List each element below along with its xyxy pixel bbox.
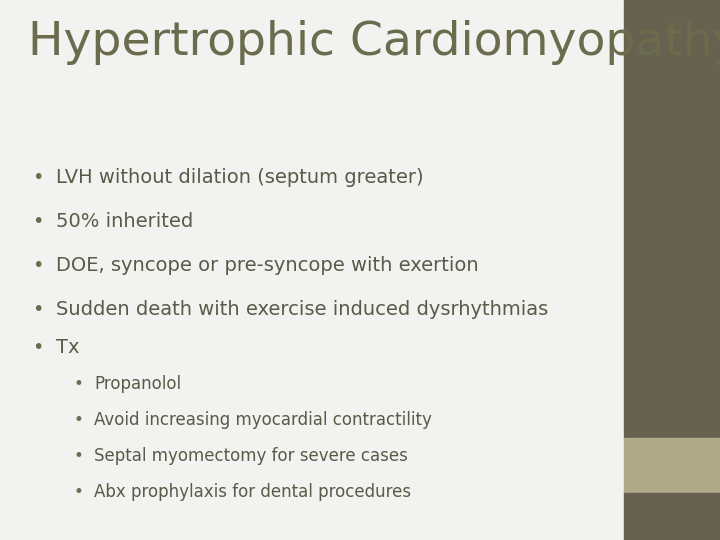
Text: Tx: Tx (56, 338, 79, 357)
Text: •: • (32, 300, 43, 319)
Text: Avoid increasing myocardial contractility: Avoid increasing myocardial contractilit… (94, 411, 432, 429)
Text: •: • (74, 447, 84, 465)
Text: •: • (74, 375, 84, 393)
Bar (624, 493, 720, 540)
Text: •: • (74, 483, 84, 501)
Bar (624, 438, 720, 493)
Text: •: • (32, 256, 43, 275)
Text: DOE, syncope or pre-syncope with exertion: DOE, syncope or pre-syncope with exertio… (56, 256, 479, 275)
Text: 50% inherited: 50% inherited (56, 212, 193, 231)
Text: •: • (32, 168, 43, 187)
Text: LVH without dilation (septum greater): LVH without dilation (septum greater) (56, 168, 423, 187)
Text: Abx prophylaxis for dental procedures: Abx prophylaxis for dental procedures (94, 483, 411, 501)
Text: •: • (32, 338, 43, 357)
Text: •: • (74, 411, 84, 429)
Text: •: • (32, 212, 43, 231)
Text: Hypertrophic Cardiomyopathy: Hypertrophic Cardiomyopathy (28, 20, 720, 65)
Text: Propanolol: Propanolol (94, 375, 181, 393)
Bar (624, 0, 720, 438)
Text: Septal myomectomy for severe cases: Septal myomectomy for severe cases (94, 447, 408, 465)
Text: Sudden death with exercise induced dysrhythmias: Sudden death with exercise induced dysrh… (56, 300, 548, 319)
